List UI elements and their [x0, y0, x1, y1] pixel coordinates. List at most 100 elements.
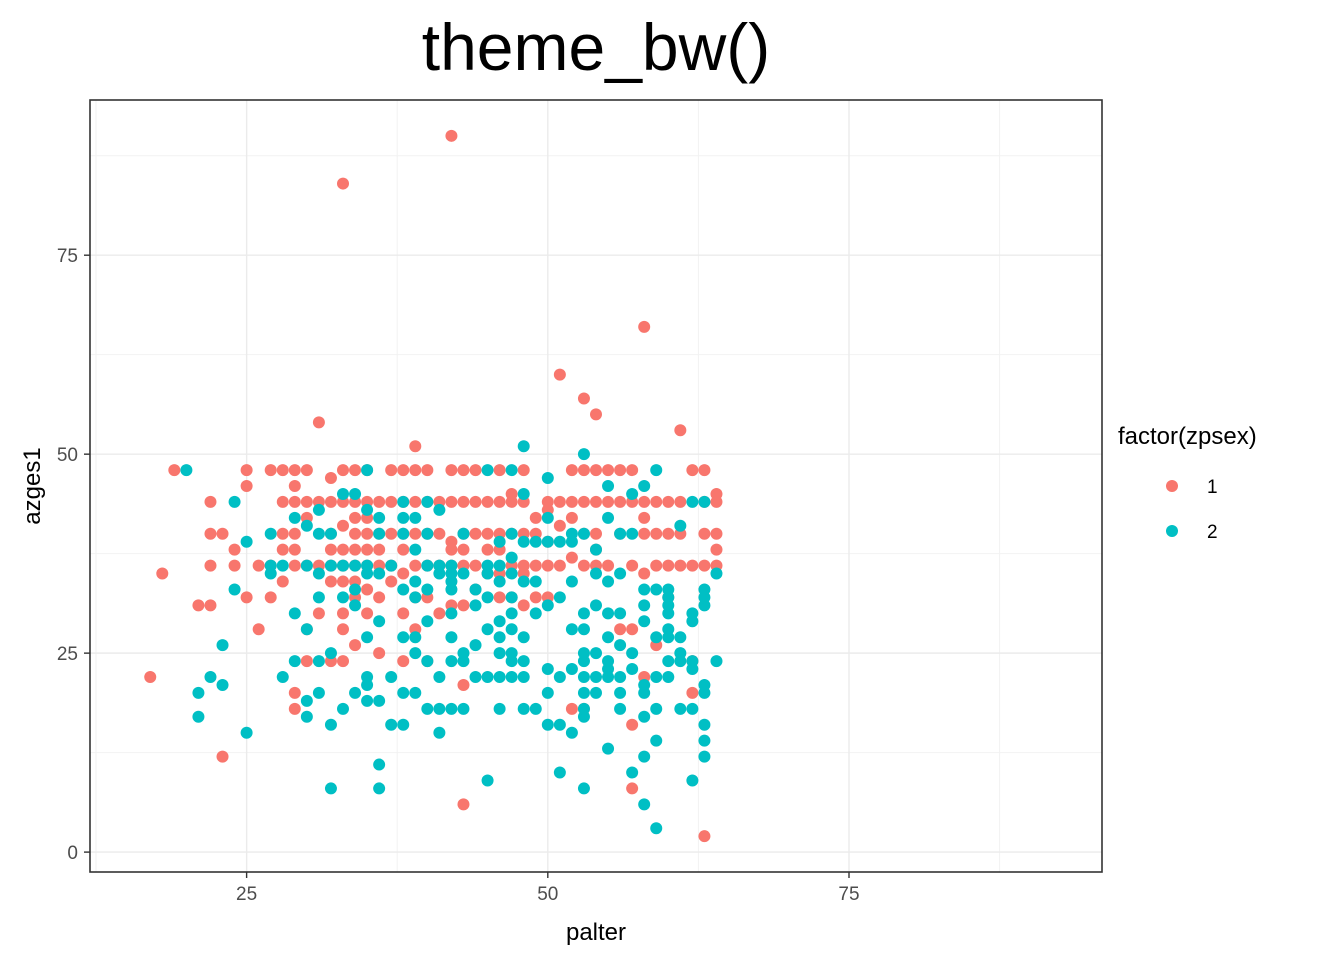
data-point-series-2 [192, 710, 205, 723]
data-point-series-1 [457, 599, 470, 612]
data-point-series-1 [674, 495, 687, 508]
y-axis-ticks: 0 25 50 75 [57, 246, 90, 864]
data-point-series-1 [204, 527, 217, 540]
data-point-series-1 [144, 671, 157, 684]
data-point-series-2 [614, 639, 627, 652]
plot-background [90, 100, 1102, 872]
data-point-series-2 [300, 559, 313, 572]
chart-title: theme_bw() [422, 10, 770, 84]
data-point-series-1 [686, 559, 699, 572]
data-point-series-1 [650, 527, 663, 540]
data-point-series-1 [361, 607, 374, 620]
data-point-series-2 [312, 503, 325, 516]
data-point-series-2 [553, 671, 566, 684]
data-point-series-2 [192, 686, 205, 699]
data-point-series-2 [228, 495, 241, 508]
data-point-series-2 [469, 639, 482, 652]
data-point-series-2 [445, 631, 458, 644]
data-point-series-1 [373, 543, 386, 556]
data-point-series-2 [650, 702, 663, 715]
data-point-series-2 [650, 822, 663, 835]
data-point-series-2 [698, 750, 711, 763]
data-point-series-1 [553, 519, 566, 532]
data-point-series-1 [445, 535, 458, 548]
data-point-series-2 [216, 639, 229, 652]
data-point-series-1 [385, 575, 398, 588]
data-point-series-1 [469, 527, 482, 540]
data-point-series-1 [240, 591, 253, 604]
data-point-series-2 [457, 527, 470, 540]
data-point-series-2 [529, 575, 542, 588]
x-tick-label: 75 [838, 884, 859, 905]
data-point-series-2 [397, 686, 410, 699]
data-point-series-2 [541, 686, 554, 699]
data-point-series-1 [409, 527, 422, 540]
data-point-series-2 [638, 710, 651, 723]
data-point-series-2 [324, 559, 337, 572]
data-point-series-2 [674, 519, 687, 532]
data-point-series-2 [577, 782, 590, 795]
data-point-series-1 [337, 519, 349, 532]
data-point-series-1 [276, 495, 289, 508]
data-point-series-2 [373, 782, 386, 795]
data-point-series-2 [541, 663, 554, 676]
data-point-series-1 [397, 607, 410, 620]
data-point-series-2 [421, 559, 434, 572]
data-point-series-1 [204, 599, 217, 612]
data-point-series-1 [409, 440, 422, 453]
data-point-series-2 [421, 702, 434, 715]
data-point-series-1 [192, 599, 205, 612]
data-point-series-2 [373, 511, 386, 524]
major-gridlines [90, 100, 1102, 872]
data-point-series-2 [361, 694, 374, 707]
data-point-series-1 [409, 464, 422, 477]
data-point-series-2 [300, 519, 313, 532]
data-point-series-2 [517, 631, 530, 644]
data-point-series-1 [349, 464, 362, 477]
data-point-series-2 [373, 527, 386, 540]
data-point-series-2 [288, 511, 301, 524]
data-point-series-1 [337, 543, 349, 556]
data-point-series-2 [553, 591, 566, 604]
data-point-series-2 [686, 655, 699, 668]
data-point-series-1 [565, 495, 578, 508]
data-point-series-2 [517, 702, 530, 715]
data-point-series-1 [481, 495, 494, 508]
data-point-series-1 [445, 495, 458, 508]
data-point-series-1 [349, 527, 362, 540]
data-point-series-2 [541, 718, 554, 731]
data-point-series-2 [349, 583, 362, 596]
data-point-series-2 [686, 495, 699, 508]
data-point-series-1 [361, 543, 374, 556]
data-point-series-1 [469, 464, 482, 477]
data-point-series-2 [397, 511, 410, 524]
data-point-series-1 [529, 591, 542, 604]
data-point-series-2 [602, 575, 615, 588]
data-point-series-1 [445, 464, 458, 477]
data-point-series-2 [638, 480, 651, 492]
data-point-series-2 [505, 623, 518, 636]
data-point-series-2 [288, 655, 301, 668]
data-point-series-1 [662, 495, 675, 508]
data-point-series-2 [409, 647, 422, 660]
data-point-series-1 [204, 559, 217, 572]
data-point-series-1 [397, 655, 410, 668]
data-point-series-2 [276, 559, 289, 572]
data-point-series-1 [565, 702, 578, 715]
data-point-series-1 [457, 678, 470, 691]
data-point-series-1 [662, 527, 675, 540]
data-point-series-2 [650, 631, 663, 644]
data-point-series-2 [517, 671, 530, 684]
data-point-series-2 [650, 734, 663, 747]
data-point-series-2 [493, 559, 506, 572]
data-point-series-2 [481, 774, 494, 787]
data-point-series-1 [590, 495, 602, 508]
data-point-series-1 [337, 607, 349, 620]
data-point-series-1 [614, 623, 627, 636]
data-point-series-2 [493, 702, 506, 715]
data-point-series-1 [674, 424, 687, 437]
legend-label-2: 2 [1207, 522, 1218, 543]
data-point-series-2 [517, 575, 530, 588]
data-point-series-2 [421, 615, 434, 628]
data-point-series-2 [300, 694, 313, 707]
